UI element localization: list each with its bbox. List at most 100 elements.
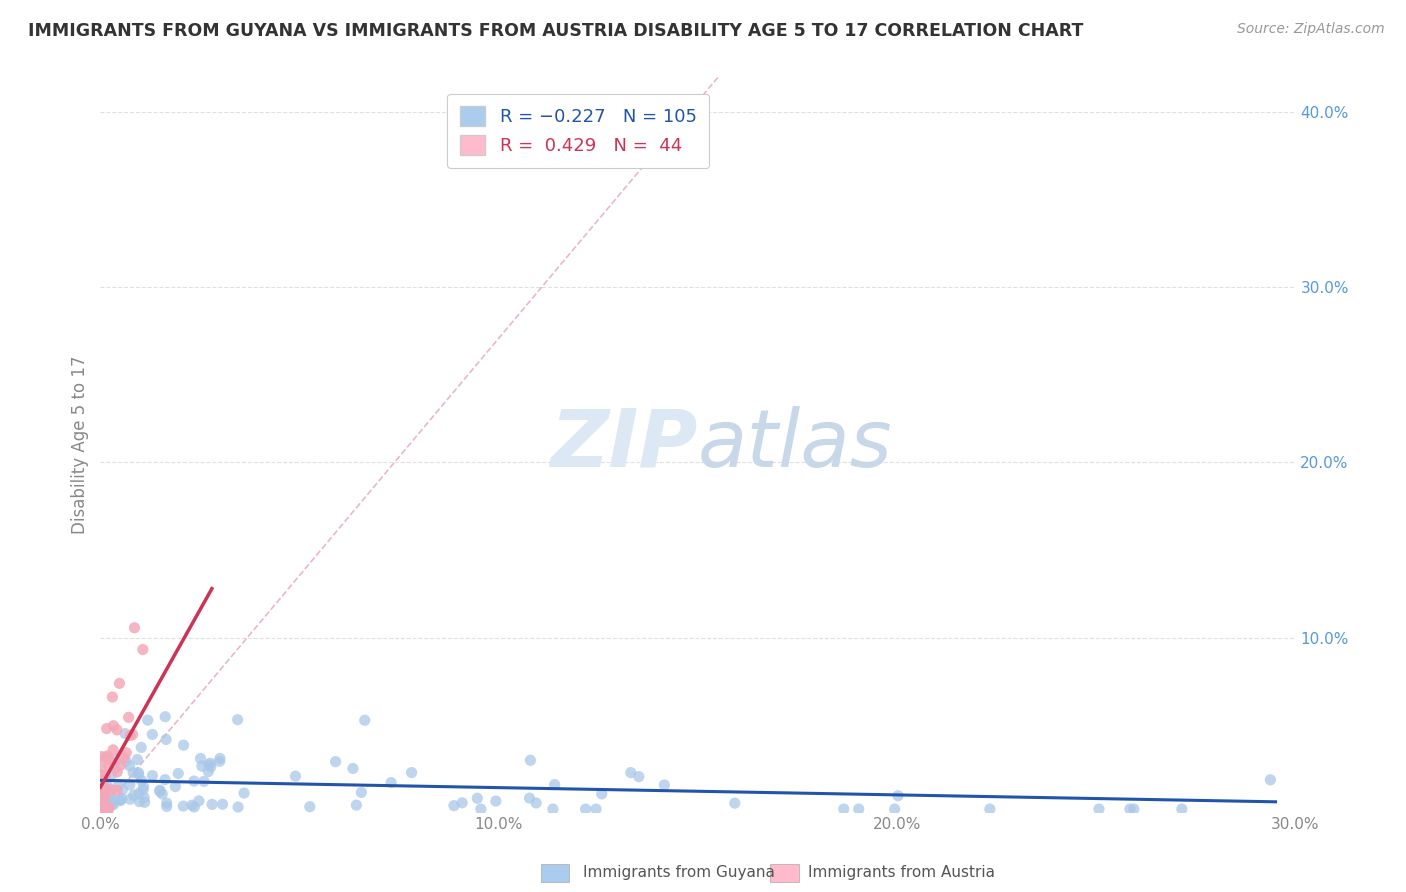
- Point: [91, 804, 114, 818]
- Point: [883, 802, 905, 816]
- Point: [443, 798, 465, 813]
- Point: [100, 768, 122, 782]
- Point: [94, 786, 117, 800]
- Point: [103, 719, 125, 733]
- Point: [120, 728, 142, 742]
- Point: [96, 801, 118, 815]
- Point: [153, 772, 176, 787]
- Point: [543, 778, 565, 792]
- Point: [141, 727, 163, 741]
- Point: [124, 621, 146, 635]
- Point: [90, 784, 112, 798]
- Point: [90, 760, 112, 774]
- Point: [93, 787, 115, 801]
- Point: [127, 752, 149, 766]
- Point: [101, 743, 124, 757]
- Point: [208, 754, 231, 768]
- Point: [101, 797, 124, 811]
- Point: [832, 802, 855, 816]
- Point: [654, 778, 676, 792]
- Point: [541, 802, 564, 816]
- Point: [1260, 772, 1282, 787]
- Point: [104, 762, 127, 776]
- Point: [112, 751, 135, 765]
- Point: [100, 783, 122, 797]
- Point: [101, 791, 124, 805]
- Point: [115, 746, 138, 760]
- Point: [627, 770, 650, 784]
- Point: [200, 760, 222, 774]
- Point: [979, 802, 1001, 816]
- Point: [591, 787, 613, 801]
- Point: [153, 710, 176, 724]
- Point: [89, 804, 111, 818]
- Point: [114, 726, 136, 740]
- Point: [519, 791, 541, 805]
- Point: [155, 732, 177, 747]
- Y-axis label: Disability Age 5 to 17: Disability Age 5 to 17: [72, 356, 89, 534]
- Point: [173, 738, 195, 752]
- Point: [111, 782, 134, 797]
- Point: [93, 804, 115, 818]
- Point: [181, 798, 204, 813]
- Point: [97, 759, 120, 773]
- Point: [149, 783, 172, 797]
- Point: [1119, 802, 1142, 816]
- Point: [94, 769, 117, 783]
- Point: [121, 727, 143, 741]
- Point: [226, 713, 249, 727]
- Point: [380, 775, 402, 789]
- Point: [90, 804, 112, 818]
- Point: [519, 753, 541, 767]
- Point: [90, 749, 112, 764]
- Point: [350, 785, 373, 799]
- Point: [90, 804, 112, 818]
- Point: [183, 800, 205, 814]
- Point: [98, 786, 121, 800]
- Point: [470, 802, 492, 816]
- Point: [172, 799, 194, 814]
- Point: [108, 676, 131, 690]
- Point: [183, 774, 205, 789]
- Point: [201, 797, 224, 812]
- Point: [115, 755, 138, 769]
- Point: [127, 765, 149, 780]
- Point: [91, 776, 114, 790]
- Point: [353, 713, 375, 727]
- Point: [191, 759, 214, 773]
- Point: [118, 758, 141, 772]
- Point: [91, 767, 114, 781]
- Point: [90, 804, 112, 818]
- Point: [103, 797, 125, 812]
- Point: [96, 748, 118, 763]
- Point: [94, 751, 117, 765]
- Legend: R = −0.227   N = 105, R =  0.429   N =  44: R = −0.227 N = 105, R = 0.429 N = 44: [447, 94, 710, 168]
- Point: [156, 796, 179, 810]
- Point: [132, 642, 155, 657]
- Point: [101, 690, 124, 704]
- Point: [724, 796, 747, 810]
- Point: [93, 804, 115, 818]
- Point: [128, 786, 150, 800]
- Point: [226, 800, 249, 814]
- Point: [118, 792, 141, 806]
- Point: [1122, 802, 1144, 816]
- Point: [197, 764, 219, 779]
- Point: [97, 780, 120, 794]
- Point: [131, 773, 153, 788]
- Point: [585, 802, 607, 816]
- Point: [485, 794, 508, 808]
- Point: [128, 767, 150, 781]
- Point: [465, 791, 488, 805]
- Point: [887, 789, 910, 803]
- Point: [325, 755, 347, 769]
- Point: [134, 795, 156, 809]
- Point: [94, 780, 117, 795]
- Point: [111, 791, 134, 805]
- Point: [129, 740, 152, 755]
- Point: [156, 799, 179, 814]
- Text: Immigrants from Austria: Immigrants from Austria: [808, 865, 995, 880]
- Point: [1171, 802, 1194, 816]
- Point: [105, 764, 128, 779]
- Text: Source: ZipAtlas.com: Source: ZipAtlas.com: [1237, 22, 1385, 37]
